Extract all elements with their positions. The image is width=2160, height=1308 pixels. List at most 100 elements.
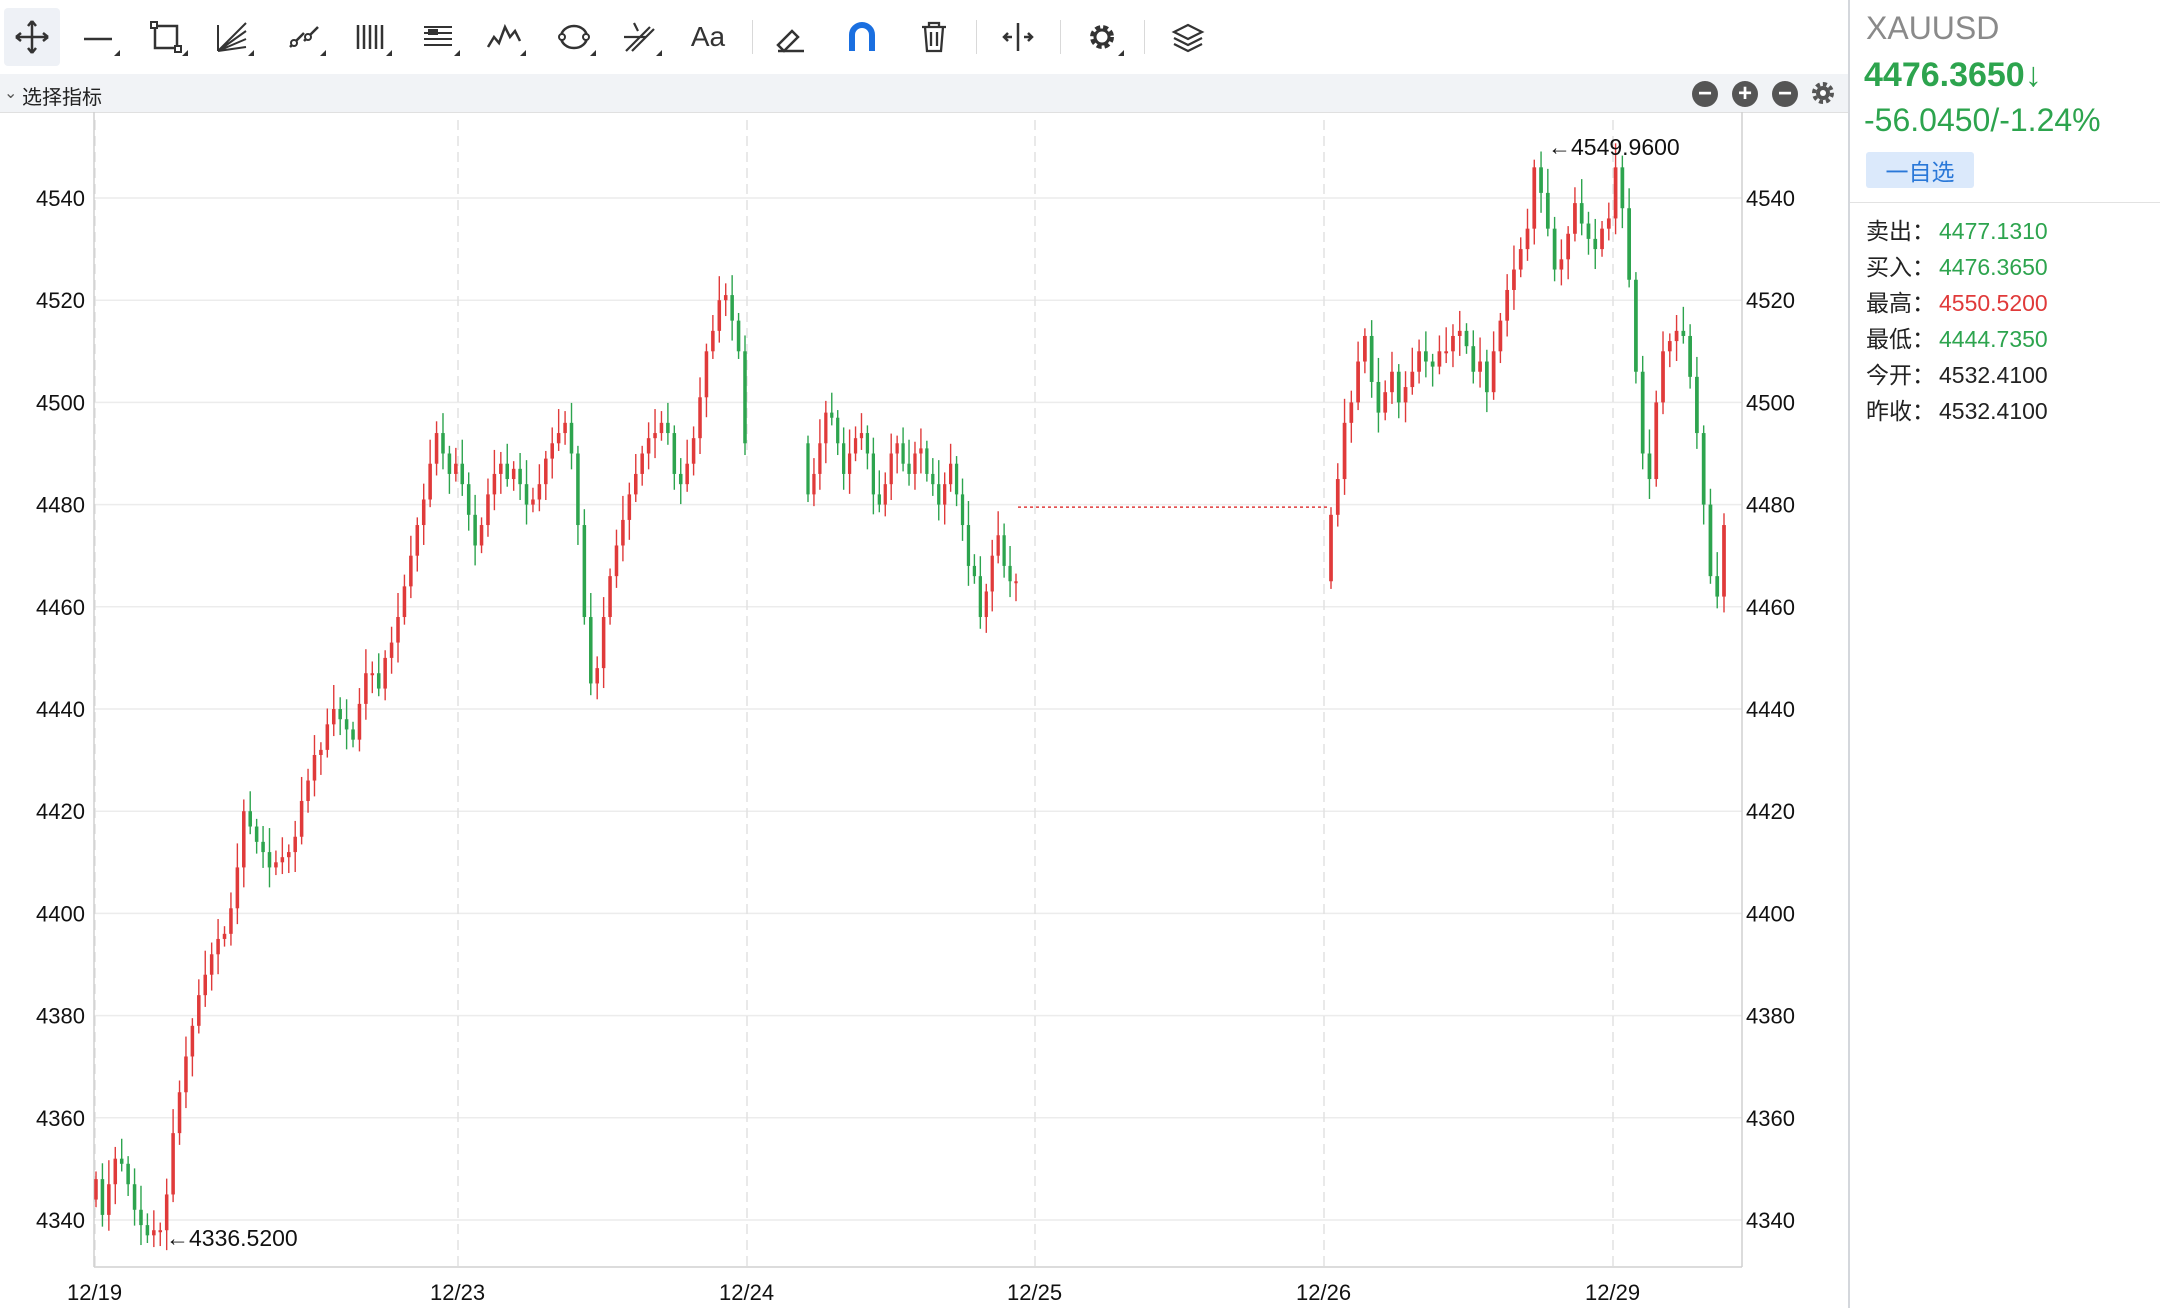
candle-body [319, 749, 323, 755]
candle-body [447, 453, 452, 474]
candle-body [633, 473, 638, 495]
candle-body [428, 463, 432, 500]
candle-body [1403, 387, 1408, 403]
candle-body [1674, 330, 1679, 342]
candle-body [1444, 351, 1449, 354]
y-tick-label-left: 4380 [36, 1004, 85, 1029]
eraser-tool-button[interactable] [762, 8, 818, 66]
channel-tool-button[interactable] [276, 8, 332, 66]
candle-body [1410, 371, 1415, 388]
watchlist-button[interactable]: 一自选 [1866, 152, 1974, 188]
candle-body [627, 494, 632, 520]
delete-tool-button[interactable] [906, 8, 962, 66]
indicator-select[interactable]: 选择指标 [22, 87, 102, 109]
line-tool-button[interactable] [70, 8, 126, 66]
candle-body [524, 484, 529, 505]
candle-body [479, 525, 484, 546]
candle-body [871, 453, 876, 495]
candle-body [589, 617, 593, 684]
text-tool-button[interactable]: Aa [680, 8, 736, 66]
vertical-lines-tool-button[interactable] [342, 8, 398, 66]
candle-body [556, 433, 561, 444]
candle-body [158, 1230, 163, 1233]
crosshair-move-tool-button[interactable] [4, 8, 60, 66]
candle-body [1512, 269, 1516, 290]
candle-body [1545, 192, 1550, 229]
candle-body [132, 1184, 137, 1210]
magnet-icon [849, 22, 875, 51]
candle-body [960, 494, 965, 526]
collapse-panel-icon[interactable]: − [1692, 81, 1718, 107]
candle-body [1647, 453, 1652, 480]
candle-body [672, 433, 677, 474]
chevron-down-icon[interactable]: ⌄ [4, 85, 18, 102]
candle-body [139, 1209, 143, 1226]
candle-body [889, 453, 893, 485]
candlestick-chart[interactable]: 4340 4340 4360 4360 4380 4380 4400 4400 4420 4420… [0, 112, 1848, 1308]
candle-body [919, 448, 923, 454]
y-tick-label-right: 4380 [1746, 1004, 1795, 1029]
candle-body [1613, 167, 1618, 219]
magnet-tool-button[interactable] [834, 8, 890, 66]
wave-tool-button[interactable] [476, 8, 532, 66]
candle-body [1369, 335, 1374, 382]
y-tick-label-left: 4420 [36, 799, 85, 824]
candle-body [943, 484, 947, 505]
candle-body [235, 867, 240, 909]
candle-body [812, 473, 816, 495]
fibonacci-tool-button[interactable] [410, 8, 466, 66]
candle-body [996, 535, 1000, 556]
candle-body [1478, 361, 1482, 372]
divider [1850, 202, 2160, 203]
vertical-lines-icon [356, 25, 384, 49]
candle-body [299, 800, 304, 837]
price-chart[interactable]: 4340 4340 4360 4360 4380 4380 4400 4400 4420 4420… [0, 112, 1848, 1308]
add-panel-icon[interactable]: + [1732, 81, 1758, 107]
candle-body [229, 908, 233, 934]
candle-body [1708, 504, 1713, 577]
candle-body [1342, 422, 1347, 480]
channel-icon [289, 26, 319, 48]
wave-icon [486, 23, 522, 48]
candle-body [460, 463, 465, 485]
toolbar-separator [752, 20, 753, 54]
candle-body [1349, 402, 1354, 423]
candle-body [376, 673, 381, 689]
candle-body [1430, 361, 1435, 367]
quote-row-low: 最低： 4444.7350 [1866, 326, 2048, 352]
cycle-tool-button[interactable] [546, 8, 602, 66]
split-tool-button[interactable] [990, 8, 1046, 66]
fan-tool-button[interactable] [204, 8, 260, 66]
candle-body [931, 473, 935, 485]
candle-body [948, 463, 953, 485]
remove-panel-icon[interactable]: − [1772, 81, 1798, 107]
candle-body [818, 443, 822, 474]
rectangle-tool-button[interactable] [138, 8, 194, 66]
candle-body [1457, 330, 1462, 336]
candle-body [190, 1025, 195, 1057]
layers-tool-button[interactable] [1160, 8, 1216, 66]
candle-body [441, 433, 445, 454]
candle-body [972, 565, 977, 577]
candle-body [1471, 346, 1476, 372]
candle-body [1573, 203, 1577, 234]
candle-body [621, 519, 625, 546]
quote-row-prev-close: 昨收： 4532.4100 [1866, 398, 2048, 424]
toolbar-separator [976, 20, 977, 54]
crosshair-move-icon [15, 20, 49, 54]
gear-icon[interactable] [1808, 78, 1838, 108]
candle-body [1505, 289, 1510, 321]
candle-body [984, 591, 988, 618]
candle-body [990, 555, 994, 592]
dropdown-corner-icon [248, 50, 254, 56]
x-tick-label: 12/26 [1296, 1280, 1351, 1305]
settings-tool-button[interactable] [1074, 8, 1130, 66]
candle-body [1722, 525, 1726, 597]
dropdown-corner-icon [114, 50, 120, 56]
x-tick-label: 12/23 [430, 1280, 485, 1305]
pitchfork-tool-button[interactable] [612, 8, 668, 66]
dropdown-corner-icon [454, 50, 460, 56]
candle-body [486, 494, 490, 526]
candle-body [717, 300, 722, 331]
quote-row-open: 今开： 4532.4100 [1866, 362, 2048, 388]
